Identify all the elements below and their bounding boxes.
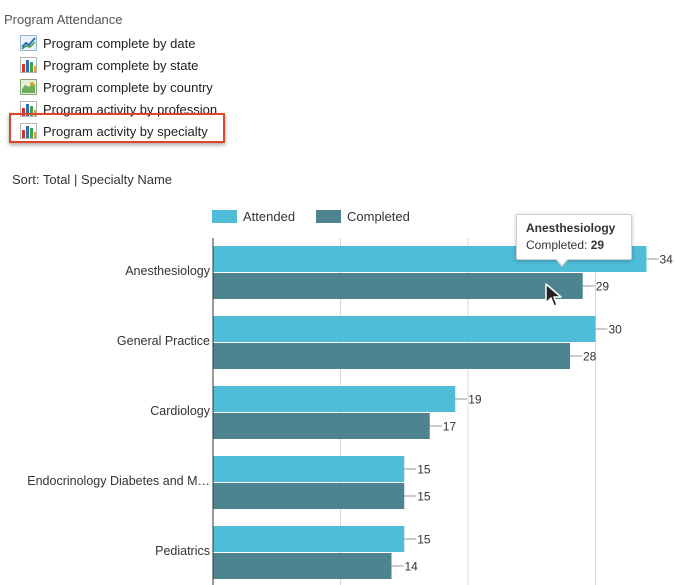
report-item-label: Program complete by country xyxy=(43,79,213,95)
sort-option-specialty-name[interactable]: Specialty Name xyxy=(80,172,173,187)
sort-separator: | xyxy=(73,172,78,187)
category-label: Cardiology xyxy=(150,404,211,418)
bar-attended xyxy=(213,386,456,412)
report-item-complete-by-state[interactable]: Program complete by state xyxy=(20,54,217,76)
sort-prefix: Sort: xyxy=(12,172,40,187)
data-label: 19 xyxy=(468,393,482,407)
bar-attended xyxy=(213,316,596,342)
sort-bar: Sort: Total | Specialty Name xyxy=(12,172,172,187)
legend-label-attended: Attended xyxy=(243,209,295,224)
report-item-label: Program complete by date xyxy=(43,35,196,51)
sort-option-total[interactable]: Total xyxy=(42,172,71,187)
mouse-pointer-icon xyxy=(545,283,562,307)
tooltip-value: 29 xyxy=(590,238,605,252)
bar-chart-icon xyxy=(20,123,37,139)
report-item-complete-by-country[interactable]: Program complete by country xyxy=(20,76,217,98)
report-item-label: Program activity by profession xyxy=(43,101,218,117)
data-label: 15 xyxy=(417,463,431,477)
category-label: Endocrinology Diabetes and M… xyxy=(27,474,210,488)
report-list: Program complete by date Program complet… xyxy=(20,32,217,142)
bar-chart-icon xyxy=(20,57,37,73)
report-item-label: Program complete by state xyxy=(43,57,199,73)
map-chart-icon xyxy=(20,79,37,95)
legend-swatch-completed xyxy=(316,210,341,223)
data-label: 17 xyxy=(443,420,457,434)
selection-highlight xyxy=(9,113,225,143)
data-label: 30 xyxy=(609,323,623,337)
data-label: 14 xyxy=(405,560,419,574)
tooltip-tail-inner xyxy=(556,258,568,265)
bar-attended xyxy=(213,456,405,482)
legend-label-completed: Completed xyxy=(347,209,410,224)
bar-attended xyxy=(213,526,405,552)
category-label: Pediatrics xyxy=(155,544,210,558)
chart-tooltip: Anesthesiology Completed: 29 xyxy=(516,214,632,260)
data-label: 34 xyxy=(660,253,674,267)
category-label: General Practice xyxy=(117,334,210,348)
report-item-activity-by-profession[interactable]: Program activity by profession xyxy=(20,101,217,117)
report-item-complete-by-date[interactable]: Program complete by date xyxy=(20,32,217,54)
line-chart-icon xyxy=(20,35,37,51)
data-label: 15 xyxy=(417,490,431,504)
bar-completed xyxy=(213,273,583,299)
bar-completed xyxy=(213,343,570,369)
report-item-label: Program activity by specialty xyxy=(43,123,208,139)
tooltip-title: Anesthesiology xyxy=(526,221,616,235)
section-title: Program Attendance xyxy=(4,12,123,27)
data-label: 15 xyxy=(417,533,431,547)
data-label: 28 xyxy=(583,350,597,364)
data-label: 29 xyxy=(596,280,610,294)
legend-swatch-attended xyxy=(212,210,237,223)
bar-completed xyxy=(213,413,430,439)
category-label: Anesthesiology xyxy=(125,264,211,278)
tooltip-label: Completed: xyxy=(526,238,588,252)
report-item-activity-by-specialty[interactable]: Program activity by specialty xyxy=(20,120,217,142)
bar-completed xyxy=(213,553,392,579)
bar-completed xyxy=(213,483,405,509)
